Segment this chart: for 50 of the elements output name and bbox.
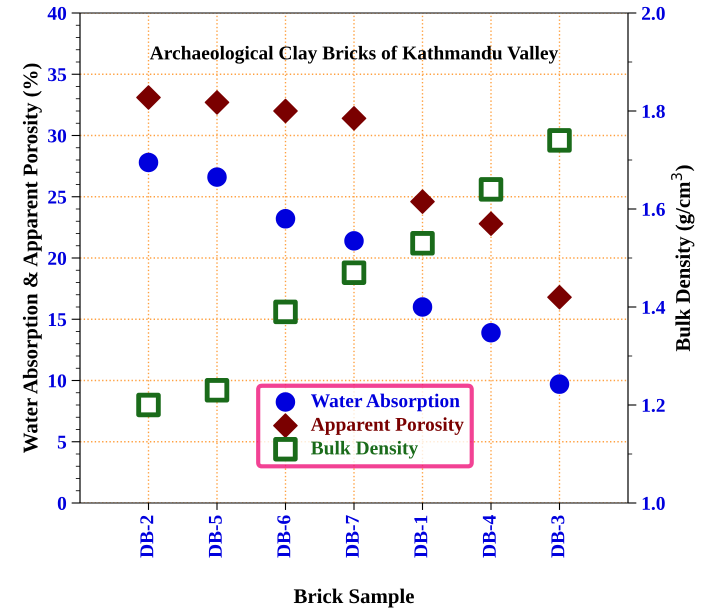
- y-tick-label: 30: [48, 129, 66, 142]
- point: [412, 297, 432, 317]
- y-tick-label: 0: [58, 496, 66, 510]
- point: [550, 374, 570, 394]
- y2-tick-label: 1.6: [642, 202, 665, 216]
- point: [344, 231, 364, 251]
- point: [547, 128, 572, 153]
- point: [136, 85, 161, 110]
- y2-tick-label: 1.2: [642, 398, 665, 412]
- x-axis-title: Brick Sample: [294, 588, 414, 608]
- y2-tick-label: 1.8: [642, 104, 665, 118]
- y-tick-label: 25: [48, 190, 66, 204]
- point: [276, 209, 296, 229]
- y-tick-label: 35: [48, 68, 66, 82]
- point: [547, 284, 572, 310]
- point: [204, 90, 230, 115]
- x-tick-label: DB-2: [140, 516, 154, 558]
- point: [273, 300, 298, 324]
- legend-label: Water Absorption: [310, 394, 460, 412]
- legend-label: Bulk Density: [311, 440, 418, 459]
- x-tick-label: DB-1: [414, 516, 428, 558]
- y2-tick-label: 1.0: [642, 496, 665, 510]
- point: [342, 260, 366, 285]
- point: [410, 231, 435, 256]
- y2-tick-label: 1.4: [642, 300, 666, 314]
- point: [207, 167, 227, 187]
- y-tick-label: 10: [48, 374, 66, 388]
- x-tick-label: DB-5: [208, 516, 222, 558]
- point: [273, 98, 298, 124]
- y2-tick-label: 2.0: [642, 6, 665, 20]
- point: [478, 177, 504, 202]
- y-tick-label: 5: [58, 436, 66, 449]
- x-tick-label: DB-7: [346, 515, 359, 558]
- y2-axis-title: Bulk Density (g/cm$^{3}$): [671, 165, 694, 352]
- point: [478, 211, 504, 236]
- point: [204, 378, 230, 403]
- point: [410, 189, 435, 214]
- legend-label: Apparent Porosity: [310, 417, 464, 435]
- x-tick-label: DB-4: [482, 515, 496, 558]
- y-tick-label: 15: [48, 313, 66, 326]
- point: [481, 322, 501, 342]
- x-tick-label: DB-6: [277, 515, 290, 558]
- y-tick-label: 20: [48, 252, 66, 265]
- point: [138, 152, 158, 172]
- y-axis-title: Water Absorption & Apparent Porosity (%): [22, 64, 42, 454]
- x-tick-label: DB-3: [551, 515, 564, 558]
- text: Archaeological Clay Bricks of Kathmandu Valley: [150, 46, 558, 64]
- point: [136, 392, 161, 418]
- y-tick-label: 40: [48, 6, 66, 20]
- point: [342, 106, 366, 131]
